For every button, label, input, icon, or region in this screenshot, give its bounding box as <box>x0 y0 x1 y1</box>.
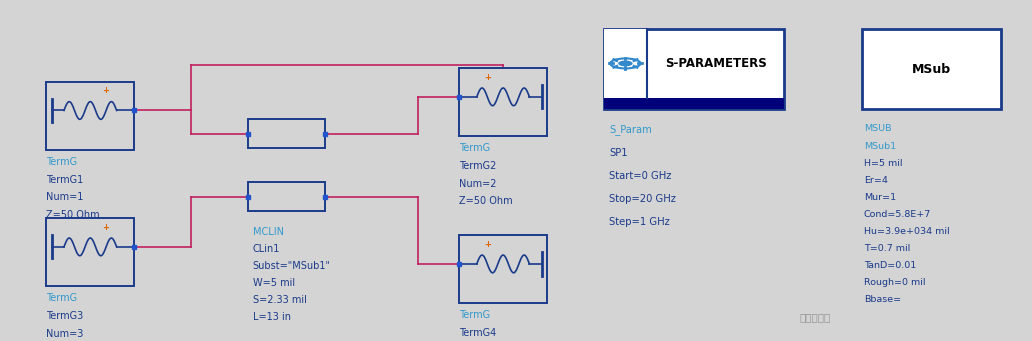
Text: Stop=20 GHz: Stop=20 GHz <box>609 194 676 204</box>
Text: TermG1: TermG1 <box>46 175 84 184</box>
FancyBboxPatch shape <box>604 98 784 109</box>
Text: SP1: SP1 <box>609 148 627 158</box>
Circle shape <box>619 61 632 65</box>
Text: Subst="MSub1": Subst="MSub1" <box>253 261 331 271</box>
Text: TermG: TermG <box>459 310 490 320</box>
Text: Num=3: Num=3 <box>46 329 84 339</box>
FancyBboxPatch shape <box>459 68 547 136</box>
Text: W=5 mil: W=5 mil <box>253 278 295 288</box>
Text: TermG: TermG <box>459 143 490 153</box>
FancyBboxPatch shape <box>459 235 547 303</box>
Text: +: + <box>484 240 491 249</box>
Text: Num=1: Num=1 <box>46 192 84 202</box>
Text: CLin1: CLin1 <box>253 244 281 254</box>
Text: MCLIN: MCLIN <box>253 227 284 237</box>
Text: Bbase=: Bbase= <box>864 295 901 304</box>
Text: L=13 in: L=13 in <box>253 312 291 322</box>
Text: +: + <box>484 73 491 81</box>
FancyBboxPatch shape <box>862 29 1001 109</box>
Text: MSub: MSub <box>912 62 950 76</box>
Text: MSub1: MSub1 <box>864 142 896 150</box>
Text: Rough=0 mil: Rough=0 mil <box>864 278 926 287</box>
Text: S-PARAMETERS: S-PARAMETERS <box>665 57 767 70</box>
Text: 信号完整性: 信号完整性 <box>800 312 831 322</box>
FancyBboxPatch shape <box>248 182 325 211</box>
Text: TermG: TermG <box>46 293 77 303</box>
Text: Hu=3.9e+034 mil: Hu=3.9e+034 mil <box>864 227 949 236</box>
Text: +: + <box>102 223 109 232</box>
FancyBboxPatch shape <box>604 29 647 98</box>
Text: Step=1 GHz: Step=1 GHz <box>609 217 670 227</box>
Text: S_Param: S_Param <box>609 124 651 135</box>
Text: Cond=5.8E+7: Cond=5.8E+7 <box>864 210 931 219</box>
Text: H=5 mil: H=5 mil <box>864 159 902 167</box>
Text: TermG4: TermG4 <box>459 328 496 338</box>
Text: Mur=1: Mur=1 <box>864 193 896 202</box>
Text: TermG2: TermG2 <box>459 161 496 171</box>
Text: T=0.7 mil: T=0.7 mil <box>864 244 910 253</box>
FancyBboxPatch shape <box>46 82 134 150</box>
FancyBboxPatch shape <box>248 119 325 148</box>
Text: TanD=0.01: TanD=0.01 <box>864 261 916 270</box>
Text: +: + <box>102 86 109 95</box>
Text: TermG: TermG <box>46 157 77 167</box>
Text: Er=4: Er=4 <box>864 176 888 184</box>
Text: TermG3: TermG3 <box>46 311 84 321</box>
FancyBboxPatch shape <box>604 29 784 109</box>
Text: Z=50 Ohm: Z=50 Ohm <box>46 210 100 220</box>
Text: S=2.33 mil: S=2.33 mil <box>253 295 307 305</box>
Text: MSUB: MSUB <box>864 124 892 133</box>
Text: Start=0 GHz: Start=0 GHz <box>609 171 671 181</box>
Text: Num=2: Num=2 <box>459 179 496 189</box>
FancyBboxPatch shape <box>46 218 134 286</box>
Text: Z=50 Ohm: Z=50 Ohm <box>459 196 513 206</box>
